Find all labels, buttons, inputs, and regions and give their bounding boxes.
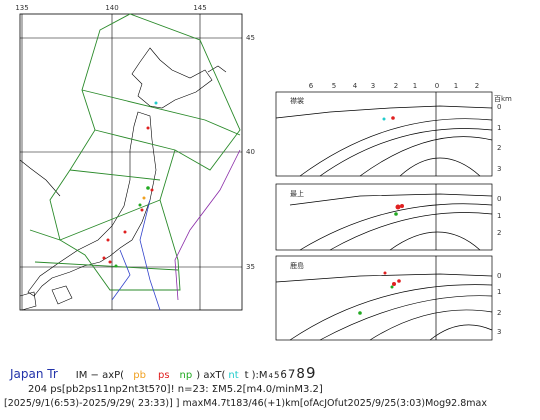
- depth-label: 1: [497, 212, 501, 220]
- depth-label: 3: [497, 328, 501, 336]
- depth-label: 0: [497, 195, 501, 203]
- section-label: 襟裳: [290, 96, 304, 105]
- depth-label: 0: [497, 103, 501, 111]
- legend-nt: nt: [228, 370, 239, 381]
- depth-label: 1: [497, 124, 501, 132]
- region: Japan Tr: [10, 367, 58, 381]
- lat-label: 45: [246, 34, 255, 42]
- depth-label: 2: [497, 309, 501, 317]
- depth-label: 0: [497, 272, 501, 280]
- distance-label: 1: [413, 82, 417, 90]
- section-event: [358, 116, 404, 315]
- lon-label: 140: [105, 4, 118, 12]
- legend-line-3: [2025/9/1(6:53)-2025/9/29( 23:33)] ] max…: [4, 398, 487, 409]
- legend-t: t: [244, 370, 249, 381]
- depth-label: 2: [497, 144, 501, 152]
- magnitude-size: 5: [273, 371, 280, 381]
- legend-ps: ps: [157, 370, 170, 381]
- depth-label: 2: [497, 229, 501, 237]
- section-label: 最上: [290, 189, 304, 198]
- lat-label: 40: [246, 148, 255, 156]
- magnitude-size: 8: [296, 367, 305, 382]
- lon-label: 145: [193, 4, 206, 12]
- legend-line-2: 204 ps[pb2ps11np2nt3t5?0]! n=23: ΣM5.2[m…: [28, 384, 323, 395]
- figure: 135 140 145 45 40 35 6 5 4 3 2 1 0 1 2 百km 襟裳 0 1 2 3 最上 0 1 2 鹿島…: [15, 4, 512, 341]
- magnitude-size: 7: [287, 367, 296, 381]
- legend-np: np: [179, 370, 193, 381]
- magnitude-size: 6: [280, 370, 287, 381]
- distance-label: 0: [435, 82, 439, 90]
- legend-text: ):M: [251, 370, 268, 381]
- legend-line-1: Japan Tr IM − axP( pb ps np) axT(nt t):M4567…: [10, 366, 538, 383]
- depth-label: 3: [497, 165, 501, 173]
- slab-profile: [275, 105, 493, 341]
- section-frame: [275, 91, 493, 341]
- depth-label: 1: [497, 288, 501, 296]
- legend-text: ) axT(: [196, 370, 226, 381]
- distance-label: 4: [353, 82, 358, 90]
- magnitude-size: 4: [268, 372, 273, 380]
- distance-label: 1: [454, 82, 458, 90]
- plate-boundary: [111, 149, 241, 311]
- map-grid: [20, 14, 242, 310]
- distance-unit: 百km: [494, 95, 512, 103]
- legend-pb: pb: [133, 370, 146, 381]
- distance-label: 6: [309, 82, 314, 90]
- legend: Japan Tr IM − axP( pb ps np) axT(nt t):M4567…: [4, 366, 538, 411]
- lon-label: 135: [15, 4, 28, 12]
- magnitude-size: 9: [305, 364, 316, 382]
- zone-boundary: [29, 13, 241, 291]
- legend-text: IM − axP(: [75, 370, 125, 381]
- map-frame: [19, 13, 243, 311]
- section-label: 鹿島: [290, 261, 304, 270]
- magnitude-scale: 456789: [267, 366, 315, 383]
- distance-label: 2: [475, 82, 479, 90]
- coastline: [19, 47, 227, 311]
- event: [102, 101, 158, 268]
- distance-label: 2: [394, 82, 398, 90]
- lat-label: 35: [246, 263, 255, 271]
- distance-label: 3: [371, 82, 375, 90]
- distance-label: 5: [332, 82, 336, 90]
